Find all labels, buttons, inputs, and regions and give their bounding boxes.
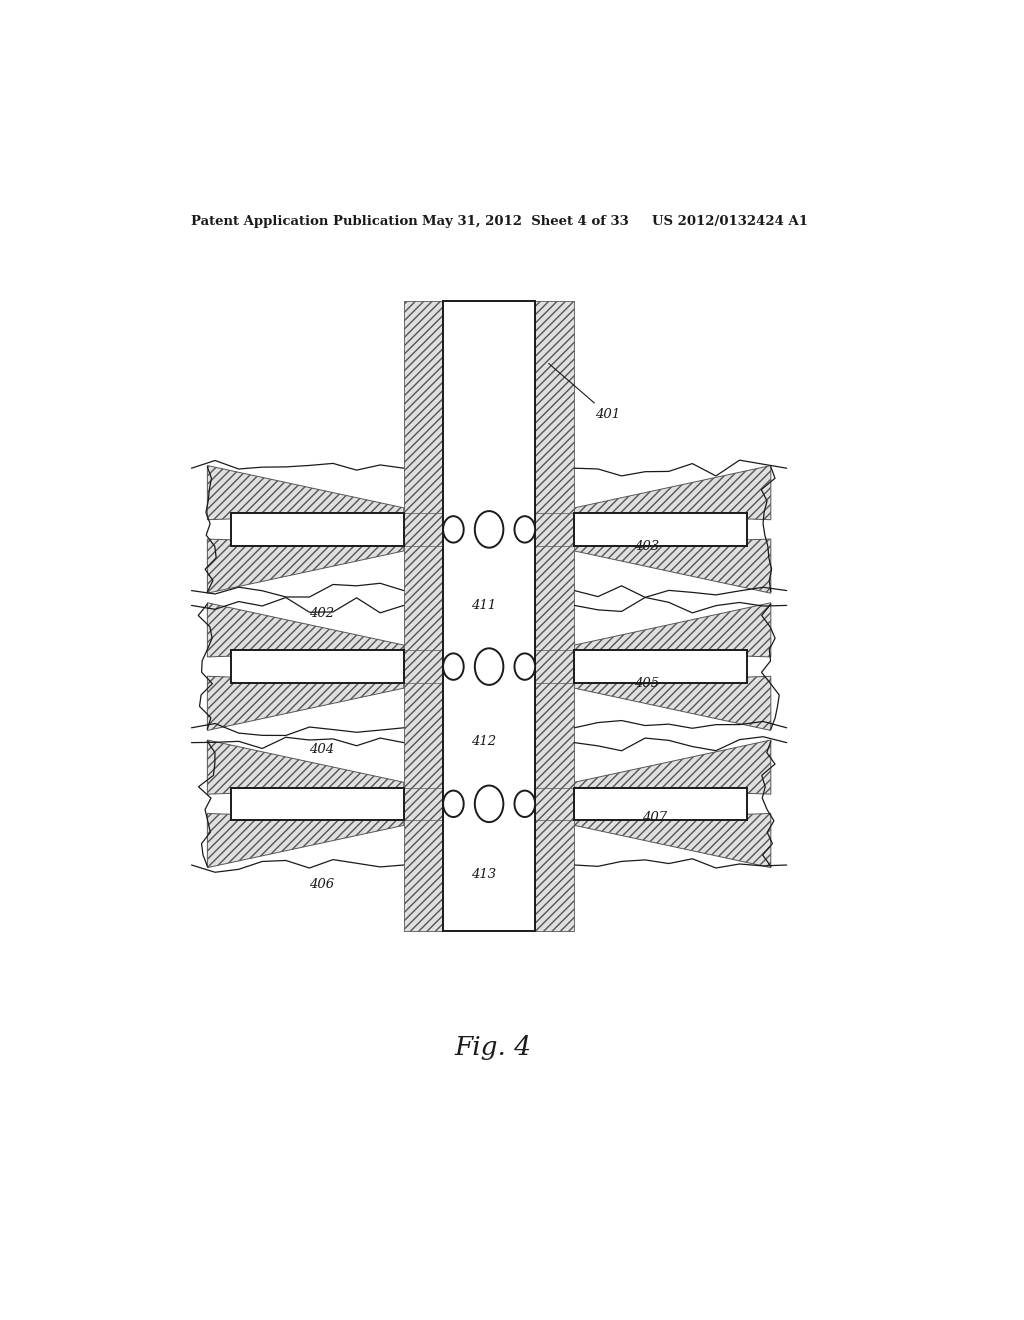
- Text: 403: 403: [634, 540, 659, 553]
- Bar: [574, 651, 748, 682]
- Text: 405: 405: [634, 677, 659, 690]
- Text: 406: 406: [309, 878, 334, 891]
- Circle shape: [514, 791, 536, 817]
- Polygon shape: [207, 676, 403, 730]
- Circle shape: [443, 516, 464, 543]
- Polygon shape: [574, 676, 771, 730]
- Circle shape: [475, 648, 504, 685]
- Bar: [535, 301, 574, 931]
- Text: 402: 402: [309, 607, 334, 620]
- Bar: [403, 301, 443, 513]
- Polygon shape: [207, 741, 403, 795]
- Bar: [535, 820, 574, 931]
- Text: 404: 404: [309, 743, 334, 756]
- Circle shape: [475, 785, 504, 822]
- Circle shape: [443, 791, 464, 817]
- Text: 407: 407: [642, 810, 668, 824]
- Bar: [403, 820, 443, 931]
- Circle shape: [514, 516, 536, 543]
- Polygon shape: [574, 466, 771, 520]
- Bar: [574, 788, 748, 820]
- Polygon shape: [574, 539, 771, 593]
- Bar: [574, 513, 748, 545]
- Polygon shape: [574, 813, 771, 867]
- Polygon shape: [574, 603, 771, 657]
- Bar: [403, 682, 443, 788]
- Text: US 2012/0132424 A1: US 2012/0132424 A1: [652, 215, 808, 228]
- Bar: [231, 651, 403, 682]
- Polygon shape: [207, 813, 403, 867]
- Text: Patent Application Publication: Patent Application Publication: [191, 215, 418, 228]
- Text: 413: 413: [471, 869, 496, 882]
- Text: 401: 401: [549, 363, 620, 421]
- Polygon shape: [207, 603, 403, 657]
- Bar: [535, 545, 574, 651]
- Polygon shape: [207, 539, 403, 593]
- Circle shape: [514, 653, 536, 680]
- Circle shape: [443, 653, 464, 680]
- Text: 411: 411: [471, 599, 496, 612]
- Bar: [535, 301, 574, 513]
- Bar: [231, 788, 403, 820]
- Bar: [443, 301, 535, 931]
- Text: Fig. 4: Fig. 4: [455, 1035, 531, 1060]
- Text: May 31, 2012  Sheet 4 of 33: May 31, 2012 Sheet 4 of 33: [422, 215, 629, 228]
- Bar: [403, 545, 443, 651]
- Text: 412: 412: [471, 735, 496, 748]
- Bar: [535, 682, 574, 788]
- Polygon shape: [574, 741, 771, 795]
- Polygon shape: [207, 466, 403, 520]
- Bar: [231, 513, 403, 545]
- Circle shape: [475, 511, 504, 548]
- Bar: [403, 301, 443, 931]
